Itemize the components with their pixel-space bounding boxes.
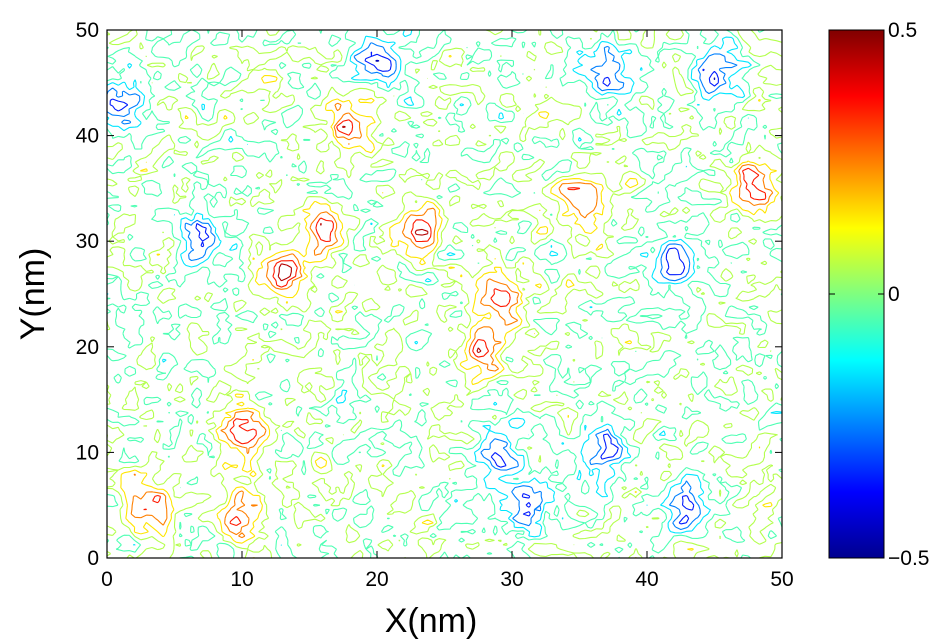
x-tick-label: 10	[230, 568, 253, 591]
contour-level-line	[107, 30, 782, 558]
contour-level-line	[109, 51, 719, 525]
colorbar-tick-label: 0.5	[888, 19, 917, 42]
x-tick-label: 50	[770, 568, 793, 591]
x-tick-label: 40	[635, 568, 658, 591]
y-axis: 0 10 20 30 40 50	[76, 19, 782, 570]
y-tick-label: 10	[76, 441, 99, 464]
y-tick-label: 30	[76, 230, 99, 253]
x-tick-label: 20	[365, 568, 388, 591]
y-tick-label: 50	[76, 19, 99, 42]
contour-level-line	[375, 59, 716, 80]
colorbar-tick-label: 0	[888, 283, 900, 306]
contour-level-line	[277, 125, 482, 354]
y-tick-label: 20	[76, 336, 99, 359]
x-tick-label: 30	[500, 568, 523, 591]
y-tick-label: 0	[87, 547, 99, 570]
colorbar-ticks: 0.5 0 −0.5	[829, 19, 929, 570]
x-axis: 0 10 20 30 40 50	[101, 30, 794, 591]
contour-level-line	[120, 54, 782, 558]
contour-level-line	[143, 119, 767, 527]
contour-level-line	[130, 102, 774, 539]
colorbar	[828, 29, 885, 559]
contour-level-line	[107, 30, 782, 558]
colorbar-tick-label: −0.5	[888, 547, 929, 570]
y-tick-label: 40	[76, 125, 99, 148]
plot-frame	[106, 29, 783, 559]
contour-lines	[107, 30, 782, 558]
y-axis-label: Y(nm)	[14, 248, 52, 341]
contour-level-line	[107, 30, 782, 546]
x-tick-label: 0	[101, 568, 113, 591]
contour-level-line	[107, 42, 738, 531]
x-axis-label: X(nm)	[385, 602, 478, 640]
